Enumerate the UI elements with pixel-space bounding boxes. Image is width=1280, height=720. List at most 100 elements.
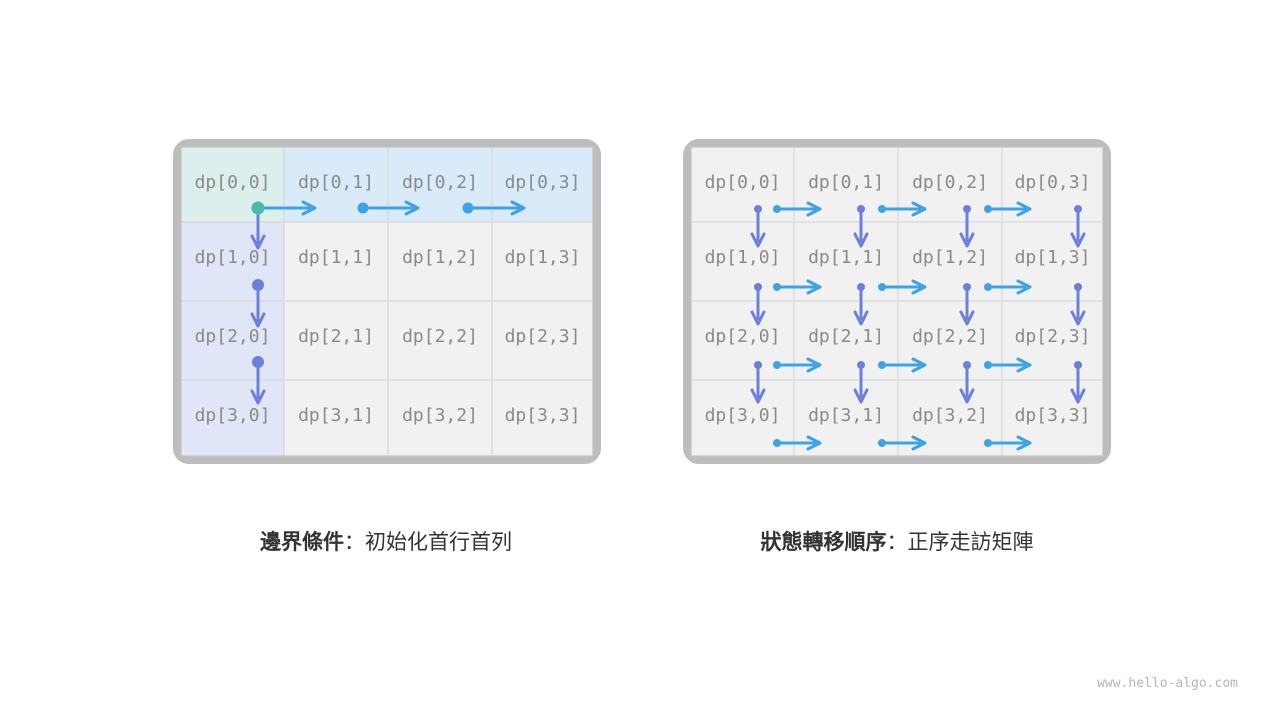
arrow-start-dot — [357, 202, 369, 214]
grid-cell — [180, 379, 285, 457]
right-arrowhead-icon — [1016, 279, 1032, 295]
cell-label: dp[0,2] — [402, 172, 478, 193]
down-arrowhead-icon — [853, 232, 869, 248]
arrow-start-dot — [878, 283, 886, 291]
grid-cell — [387, 221, 493, 302]
grid-cell — [387, 379, 493, 457]
cell-label: dp[0,0] — [705, 172, 781, 193]
down-arrowhead-icon — [959, 232, 975, 248]
cell-label: dp[3,2] — [402, 405, 478, 426]
cell-label: dp[3,0] — [195, 405, 271, 426]
down-arrowhead-icon — [250, 312, 266, 328]
right-caption: 狀態轉移順序：正序走訪矩陣 — [761, 526, 1034, 556]
arrow-start-dot — [1074, 361, 1082, 369]
cell-label: dp[0,0] — [195, 172, 271, 193]
right-arrowhead-icon — [806, 357, 822, 373]
cell-label: dp[1,3] — [1015, 247, 1091, 268]
arrow-start-dot — [984, 361, 992, 369]
down-arrowhead-icon — [250, 389, 266, 405]
right-arrowhead-icon — [806, 435, 822, 451]
cell-label: dp[1,1] — [298, 247, 374, 268]
cell-label: dp[1,0] — [195, 247, 271, 268]
cell-label: dp[3,3] — [505, 405, 581, 426]
cell-label: dp[3,0] — [705, 405, 781, 426]
cell-label: dp[2,0] — [705, 326, 781, 347]
arrow-start-dot — [1074, 205, 1082, 213]
down-arrowhead-icon — [1070, 310, 1086, 326]
cell-label: dp[3,1] — [808, 405, 884, 426]
cell-label: dp[2,2] — [402, 326, 478, 347]
grid-cell — [180, 300, 285, 381]
right-arrowhead-icon — [1016, 357, 1032, 373]
cell-label: dp[1,1] — [808, 247, 884, 268]
boundary-arrows — [250, 200, 526, 405]
arrow-start-dot — [773, 283, 781, 291]
arrow-start-dot — [251, 201, 265, 215]
arrow-start-dot — [878, 205, 886, 213]
down-arrowhead-icon — [750, 232, 766, 248]
arrow-start-dot — [984, 439, 992, 447]
arrow-start-dot — [878, 439, 886, 447]
arrow-start-dot — [773, 205, 781, 213]
arrow-start-dot — [857, 205, 865, 213]
cell-label: dp[1,2] — [402, 247, 478, 268]
right-arrowhead-icon — [1016, 435, 1032, 451]
down-arrowhead-icon — [959, 388, 975, 404]
grid-cell — [491, 221, 594, 302]
cell-label: dp[3,3] — [1015, 405, 1091, 426]
arrow-start-dot — [1074, 283, 1082, 291]
cell-label: dp[3,2] — [912, 405, 988, 426]
grid-cell — [283, 300, 389, 381]
cell-label: dp[2,2] — [912, 326, 988, 347]
cell-label: dp[2,1] — [298, 326, 374, 347]
arrow-start-dot — [773, 361, 781, 369]
cell-label: dp[0,1] — [298, 172, 374, 193]
arrow-start-dot — [984, 283, 992, 291]
down-arrowhead-icon — [750, 310, 766, 326]
right-caption-text: ：正序走訪矩陣 — [886, 530, 1034, 554]
left-caption-bold: 邊界條件 — [260, 530, 344, 554]
grid-cell — [283, 221, 389, 302]
right-arrowhead-icon — [404, 200, 420, 216]
down-arrowhead-icon — [853, 310, 869, 326]
arrow-start-dot — [773, 439, 781, 447]
arrow-start-dot — [754, 361, 762, 369]
transition-grid: dp[0,0] dp[0,1] dp[0,2] dp[0,3] dp[1,0] dp[1,… — [683, 139, 1111, 464]
arrow-start-dot — [857, 361, 865, 369]
left-caption-text: ：初始化首行首列 — [344, 530, 512, 554]
grid-cell — [491, 300, 594, 381]
right-arrowhead-icon — [911, 357, 927, 373]
cell-label: dp[2,1] — [808, 326, 884, 347]
cell-label: dp[1,3] — [505, 247, 581, 268]
arrow-start-dot — [963, 205, 971, 213]
arrow-start-dot — [963, 283, 971, 291]
boundary-grid: dp[0,0] dp[0,1] dp[0,2] dp[0,3] dp[1,0] dp[1,… — [173, 139, 601, 464]
cell-label: dp[1,0] — [705, 247, 781, 268]
arrow-start-dot — [252, 279, 264, 291]
grid-frame — [173, 139, 601, 464]
right-arrowhead-icon — [1016, 201, 1032, 217]
down-arrowhead-icon — [250, 234, 266, 250]
arrow-start-dot — [754, 283, 762, 291]
right-arrowhead-icon — [911, 279, 927, 295]
grid-inner-edge — [180, 146, 594, 457]
arrow-start-dot — [754, 205, 762, 213]
right-arrowhead-icon — [911, 201, 927, 217]
right-arrowhead-icon — [911, 435, 927, 451]
arrow-start-dot — [963, 361, 971, 369]
down-arrowhead-icon — [853, 388, 869, 404]
grid-cell — [283, 379, 389, 457]
cell-label: dp[2,0] — [195, 326, 271, 347]
left-caption: 邊界條件：初始化首行首列 — [260, 526, 512, 556]
down-arrowhead-icon — [750, 388, 766, 404]
grid-cell — [1001, 300, 1104, 381]
cell-label: dp[2,3] — [1015, 326, 1091, 347]
right-arrowhead-icon — [806, 279, 822, 295]
grid-frame — [683, 139, 1111, 464]
arrow-start-dot — [857, 283, 865, 291]
cell-label: dp[0,3] — [505, 172, 581, 193]
arrow-start-dot — [878, 361, 886, 369]
grid-cell — [387, 300, 493, 381]
cell-label: dp[0,3] — [1015, 172, 1091, 193]
down-arrowhead-icon — [1070, 388, 1086, 404]
